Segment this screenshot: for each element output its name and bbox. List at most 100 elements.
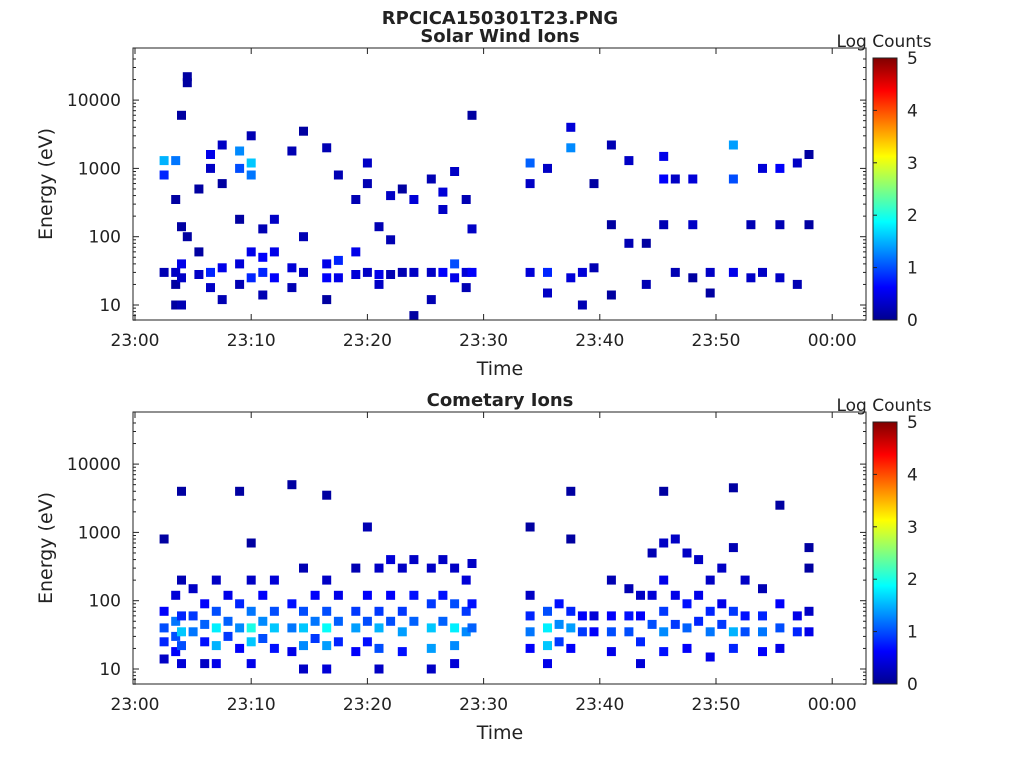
heatmap-cell [705, 606, 715, 616]
heatmap-cell [682, 599, 692, 609]
heatmap-cell [235, 623, 245, 633]
heatmap-cell [740, 627, 750, 637]
heatmap-cell [397, 563, 407, 573]
heatmap-cell [746, 220, 756, 230]
heatmap-cell [177, 222, 186, 232]
heatmap-cell [287, 480, 297, 490]
heatmap-cell [467, 110, 477, 120]
heatmap-cell [758, 627, 767, 637]
y-tick-label: 1000 [78, 523, 121, 543]
heatmap-cell [589, 179, 599, 189]
heatmap-cell [670, 534, 680, 544]
heatmap-cell [235, 214, 245, 224]
y-tick-label: 100 [89, 228, 121, 248]
heatmap-cell [804, 606, 814, 616]
heatmap-cell [659, 174, 669, 184]
heatmap-cell [386, 270, 396, 279]
heatmap-cell [258, 634, 268, 643]
heatmap-cell [374, 279, 384, 289]
colorbar-tick-label: 4 [907, 465, 918, 485]
heatmap-cell [287, 623, 297, 633]
plot-frame [132, 411, 867, 685]
heatmap-cell [566, 143, 576, 153]
heatmap-cell [269, 273, 279, 283]
heatmap-cell [461, 195, 471, 204]
heatmap-cell [659, 647, 669, 657]
heatmap-cell [159, 654, 169, 664]
heatmap-cell [299, 126, 308, 136]
heatmap-cell [246, 247, 256, 257]
heatmap-cell [206, 267, 215, 277]
x-tick-label: 23:00 [111, 695, 160, 715]
heatmap-cell [775, 599, 785, 609]
heatmap-cell [728, 543, 738, 553]
heatmap-cell [438, 267, 448, 277]
heatmap-cell [461, 627, 471, 637]
heatmap-cell [351, 647, 361, 657]
heatmap-cell [217, 140, 227, 150]
heatmap-cell [717, 619, 727, 629]
heatmap-cell [397, 184, 407, 194]
heatmap-cell [758, 163, 767, 173]
heatmap-cell [351, 623, 361, 633]
heatmap-cell [171, 195, 181, 204]
heatmap-cell [636, 590, 645, 600]
heatmap-cell [426, 174, 436, 184]
heatmap-cell [409, 195, 419, 204]
heatmap-cell [362, 590, 372, 600]
heatmap-cell [694, 590, 704, 600]
heatmap-cell [566, 643, 576, 653]
heatmap-cell [246, 538, 256, 548]
heatmap-cell [310, 590, 320, 600]
heatmap-cell [450, 659, 460, 669]
heatmap-cell [636, 637, 645, 647]
heatmap-cell [804, 220, 814, 230]
heatmap-cell [299, 267, 308, 277]
heatmap-cell [211, 641, 221, 651]
x-tick-label: 23:20 [343, 695, 392, 715]
heatmap-cell [235, 486, 245, 496]
heatmap-cell [659, 220, 669, 230]
heatmap-cell [624, 627, 634, 637]
heatmap-cell [717, 563, 727, 573]
heatmap-cell [426, 563, 436, 573]
heatmap-cell [647, 590, 657, 600]
heatmap-cell [362, 637, 372, 647]
heatmap-cell [171, 279, 181, 289]
heatmap-cell [362, 616, 372, 626]
heatmap-cell [351, 195, 361, 204]
heatmap-cell [705, 267, 715, 277]
heatmap-cell [728, 606, 738, 616]
heatmap-cell [409, 616, 419, 626]
heatmap-cell [659, 151, 669, 161]
heatmap-cells [159, 480, 814, 674]
panel-title: Cometary Ions [427, 390, 574, 411]
heatmap-cell [426, 623, 436, 633]
colorbar-tick-label: 4 [907, 101, 918, 121]
heatmap-cell [566, 486, 576, 496]
heatmap-cell [171, 647, 181, 657]
heatmap-cell [397, 267, 407, 277]
heatmap-cell [461, 606, 471, 616]
heatmap-cell [577, 300, 587, 310]
heatmap-cell [299, 664, 308, 674]
heatmap-cell [577, 627, 587, 637]
heatmap-cell [200, 619, 210, 629]
heatmap-cell [159, 534, 169, 544]
heatmap-cell [362, 158, 372, 168]
heatmap-cell [333, 637, 343, 647]
heatmap-cell [728, 267, 738, 277]
colorbar [872, 421, 898, 685]
heatmap-cell [543, 641, 552, 651]
heatmap-cell [310, 634, 320, 643]
heatmap-cell [740, 611, 750, 621]
heatmap-cell [775, 273, 785, 283]
heatmap-cell [223, 616, 233, 626]
heatmap-cell [705, 652, 715, 662]
heatmap-cell [647, 548, 657, 558]
heatmap-cell [659, 627, 669, 637]
heatmap-cell [694, 616, 704, 626]
heatmap-cell [351, 606, 361, 616]
heatmap-cell [694, 555, 704, 565]
